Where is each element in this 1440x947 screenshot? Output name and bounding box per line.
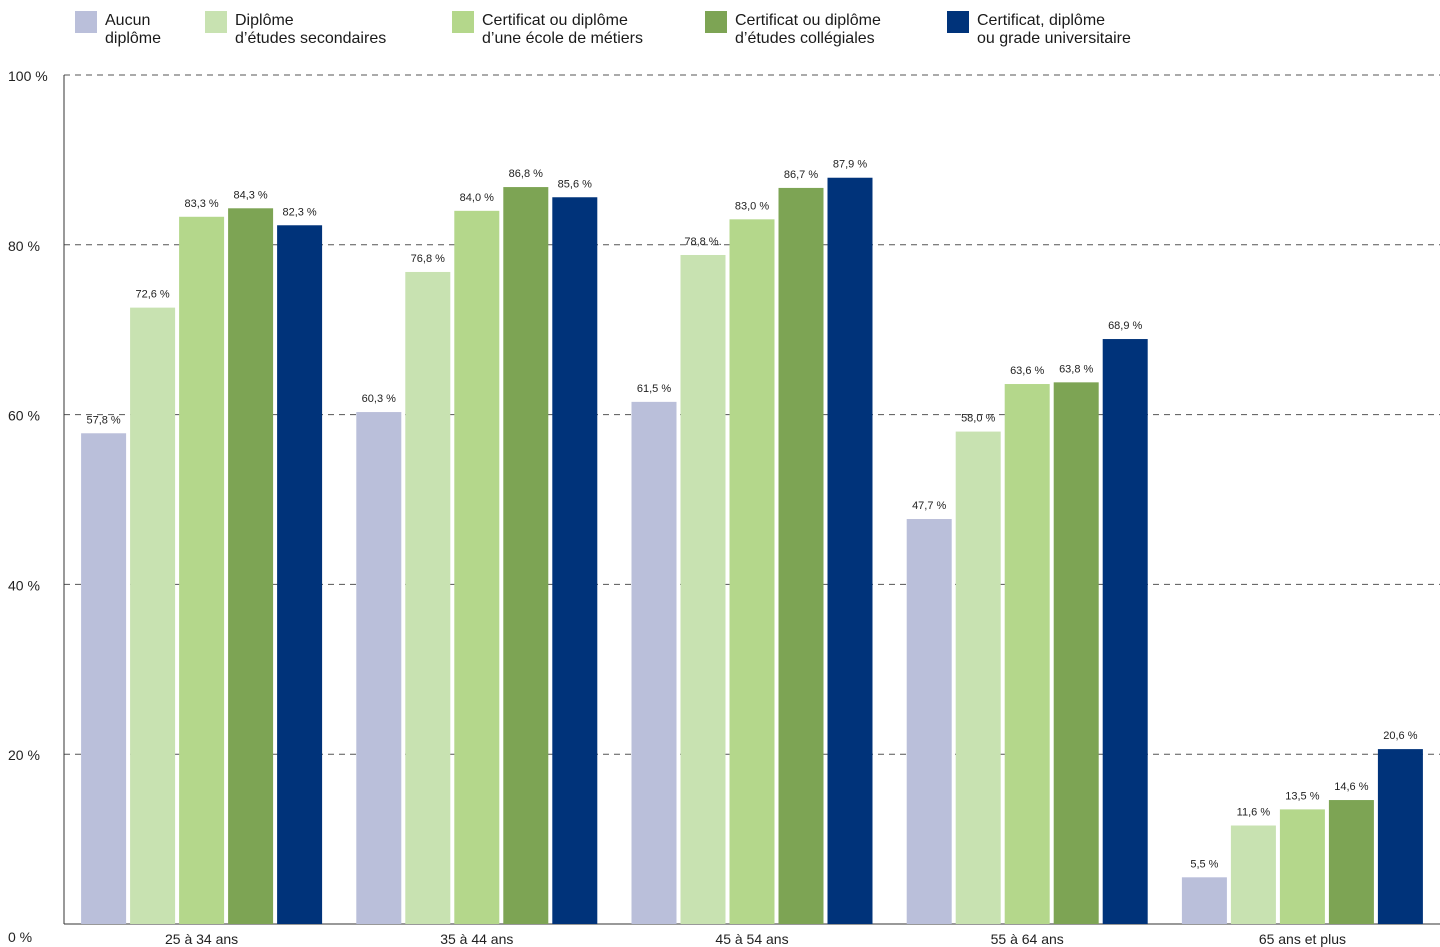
bar-value-label: 85,6 % — [558, 178, 592, 190]
bar — [228, 208, 274, 925]
bar — [1377, 749, 1423, 924]
bar — [1102, 339, 1148, 924]
legend-swatch — [705, 11, 727, 33]
y-tick-label: 60 % — [8, 408, 40, 424]
bar — [1181, 877, 1227, 924]
bar — [1004, 384, 1050, 924]
legend-label: Certificat, diplôme ou grade universitair… — [977, 12, 1131, 48]
legend-label-line: Aucun — [105, 12, 151, 29]
bar-value-label: 58,0 % — [961, 413, 995, 425]
legend-label-line: Certificat ou diplôme — [735, 12, 881, 29]
bar-value-label: 87,9 % — [833, 159, 867, 171]
legend-label: Aucun diplôme — [105, 12, 161, 48]
bar — [405, 271, 451, 924]
bar-value-label: 78,8 %. — [684, 236, 721, 248]
legend-label: Diplôme d’études secondaires — [235, 12, 386, 48]
bar — [955, 431, 1001, 924]
y-tick-label: 80 % — [8, 238, 40, 254]
legend-label-line: diplôme — [105, 30, 162, 47]
x-category-label: 55 à 64 ans — [991, 931, 1064, 947]
bar-value-label: 72,6 % — [135, 289, 169, 301]
legend-label-line: d’une école de métiers — [482, 30, 643, 47]
bar-value-label: 63,8 % — [1059, 363, 1093, 375]
bar-value-label: 84,3 % — [233, 189, 267, 201]
y-tick-label: 20 % — [8, 747, 40, 763]
bar — [1053, 382, 1099, 924]
bar — [552, 197, 598, 925]
legend-swatch — [75, 11, 97, 33]
bar — [1279, 809, 1325, 924]
legend-label: Certificat ou diplôme d’une école de méti… — [482, 12, 643, 48]
legend-swatch — [452, 11, 474, 33]
x-category-label: 35 à 44 ans — [440, 931, 513, 947]
bar — [81, 433, 127, 924]
legend-label-line: Certificat ou diplôme — [482, 12, 628, 29]
bar — [631, 401, 677, 924]
y-tick-label: 0 % — [8, 929, 32, 945]
bar-value-label: 84,0 % — [460, 192, 494, 204]
y-tick-label: 100 % — [8, 68, 48, 84]
bar — [503, 187, 549, 924]
legend-label-line: ou grade universitaire — [977, 30, 1131, 47]
bar — [179, 216, 225, 924]
bar-value-label: 83,0 % — [735, 200, 769, 212]
bar-value-label: 63,6 % — [1010, 365, 1044, 377]
bar-value-label: 83,3 % — [184, 198, 218, 210]
legend-label-line: d’études collégiales — [735, 30, 875, 47]
x-category-label: 25 à 34 ans — [165, 931, 238, 947]
bar-value-label: 47,7 % — [912, 500, 946, 512]
bar — [729, 219, 775, 924]
bar — [778, 187, 824, 925]
y-tick-label: 40 % — [8, 577, 40, 593]
bar-value-label: 57,8 % — [86, 414, 120, 426]
legend-label-line: Certificat, diplôme — [977, 12, 1106, 29]
chart-legend: Aucun diplôme Diplôme d’études secondaires C… — [0, 0, 1440, 60]
bar — [454, 210, 500, 925]
bar-value-label: 13,5 % — [1285, 790, 1319, 802]
bar — [356, 412, 402, 924]
bar — [827, 177, 873, 924]
bar-value-label: 20,6 % — [1383, 730, 1417, 742]
bar — [277, 225, 323, 924]
bar — [1328, 800, 1374, 924]
bar — [906, 519, 952, 924]
x-category-label: 45 à 54 ans — [715, 931, 788, 947]
bar-value-label: 68,9 % — [1108, 320, 1142, 332]
legend-label-line: Diplôme — [235, 12, 294, 29]
legend-label-line: d’études secondaires — [235, 30, 387, 47]
bar-value-label: 14,6 % — [1334, 781, 1368, 793]
bar-value-label: 5,5 % — [1190, 858, 1218, 870]
bar-value-label: 76,8 % — [411, 253, 445, 265]
bar-value-label: 86,8 % — [509, 168, 543, 180]
bar — [680, 254, 726, 924]
legend-label: Certificat ou diplôme d’études collégiale… — [735, 12, 881, 48]
bar-value-label: 86,7 % — [784, 169, 818, 181]
bar-value-label: 11,6 % — [1237, 807, 1271, 819]
x-category-label: 65 ans et plus — [1259, 931, 1346, 947]
bar-value-label: 60,3 % — [362, 393, 396, 405]
bar — [130, 307, 176, 925]
bar-value-label: 61,5 % — [637, 383, 671, 395]
bar — [1230, 825, 1276, 924]
legend-swatch — [205, 11, 227, 33]
bar-value-label: 82,3 % — [282, 206, 316, 218]
legend-swatch — [947, 11, 969, 33]
